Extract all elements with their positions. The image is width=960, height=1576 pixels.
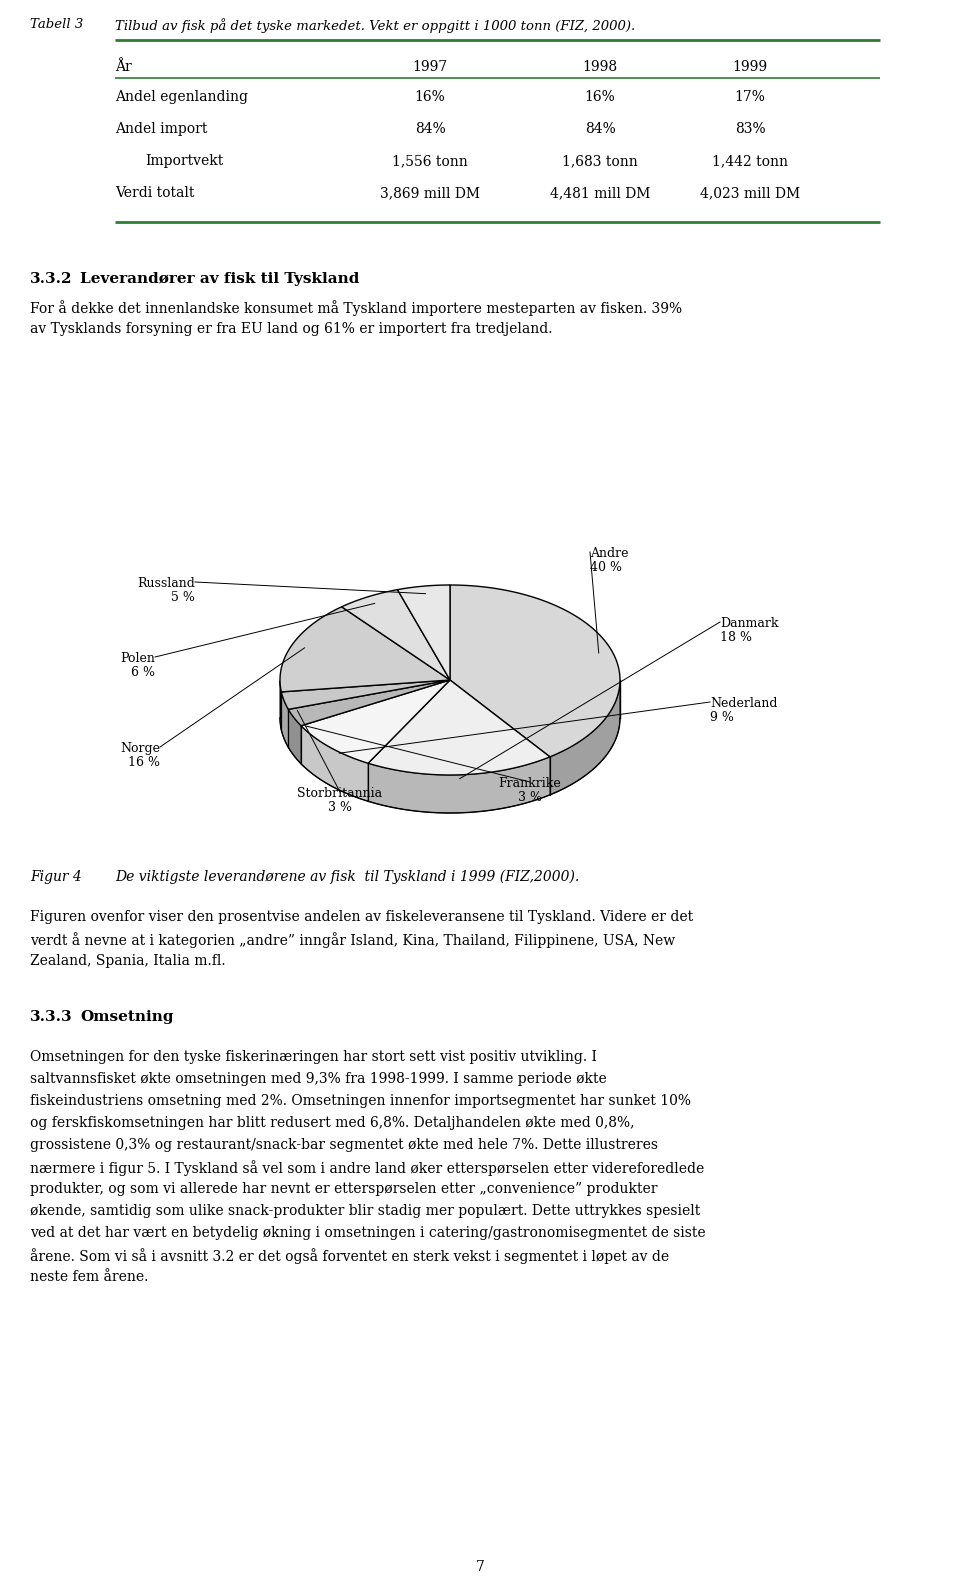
Text: 18 %: 18 %: [720, 630, 752, 645]
Text: 16 %: 16 %: [128, 756, 160, 769]
Text: 83%: 83%: [734, 121, 765, 136]
Text: 3.3.2: 3.3.2: [30, 273, 73, 285]
Polygon shape: [288, 709, 301, 764]
Text: 4,481 mill DM: 4,481 mill DM: [550, 186, 650, 200]
Polygon shape: [397, 585, 450, 679]
Text: 84%: 84%: [415, 121, 445, 136]
Text: 16%: 16%: [415, 90, 445, 104]
Text: 3 %: 3 %: [328, 801, 352, 813]
Text: Importvekt: Importvekt: [145, 154, 224, 169]
Polygon shape: [342, 589, 450, 679]
Polygon shape: [301, 727, 368, 801]
Text: økende, samtidig som ulike snack-produkter blir stadig mer populært. Dette uttry: økende, samtidig som ulike snack-produkt…: [30, 1204, 700, 1218]
Text: verdt å nevne at i kategorien „andre” inngår Island, Kina, Thailand, Filippinene: verdt å nevne at i kategorien „andre” in…: [30, 931, 675, 947]
Text: 6 %: 6 %: [131, 667, 155, 679]
Text: nærmere i figur 5. I Tyskland så vel som i andre land øker etterspørselen etter : nærmere i figur 5. I Tyskland så vel som…: [30, 1160, 705, 1176]
Text: Omsetning: Omsetning: [80, 1010, 174, 1024]
Text: produkter, og som vi allerede har nevnt er etterspørselen etter „convenience” pr: produkter, og som vi allerede har nevnt …: [30, 1182, 658, 1196]
Text: årene. Som vi så i avsnitt 3.2 er det også forventet en sterk vekst i segmentet : årene. Som vi så i avsnitt 3.2 er det og…: [30, 1248, 669, 1264]
Polygon shape: [280, 607, 450, 692]
Text: 4,023 mill DM: 4,023 mill DM: [700, 186, 800, 200]
Polygon shape: [368, 756, 550, 813]
Text: 1997: 1997: [413, 60, 447, 74]
Text: 3,869 mill DM: 3,869 mill DM: [380, 186, 480, 200]
Text: 3.3.3: 3.3.3: [30, 1010, 73, 1024]
Text: 3 %: 3 %: [518, 791, 542, 804]
Text: Andel egenlanding: Andel egenlanding: [115, 90, 248, 104]
Text: Andel import: Andel import: [115, 121, 207, 136]
Text: Andre: Andre: [590, 547, 629, 559]
Text: grossistene 0,3% og restaurant/snack-bar segmentet økte med hele 7%. Dette illus: grossistene 0,3% og restaurant/snack-bar…: [30, 1138, 658, 1152]
Polygon shape: [281, 692, 288, 747]
Text: Tabell 3: Tabell 3: [30, 17, 84, 32]
Text: fiskeindustriens omsetning med 2%. Omsetningen innenfor importsegmentet har sunk: fiskeindustriens omsetning med 2%. Omset…: [30, 1094, 691, 1108]
Polygon shape: [550, 682, 620, 794]
Text: 1999: 1999: [732, 60, 768, 74]
Text: 7: 7: [475, 1560, 485, 1574]
Text: Storbritannia: Storbritannia: [298, 786, 383, 801]
Text: Danmark: Danmark: [720, 616, 779, 630]
Text: 1998: 1998: [583, 60, 617, 74]
Text: 1,683 tonn: 1,683 tonn: [563, 154, 637, 169]
Text: 1,442 tonn: 1,442 tonn: [712, 154, 788, 169]
Text: Polen: Polen: [120, 652, 155, 665]
Text: 9 %: 9 %: [710, 711, 733, 723]
Text: Zealand, Spania, Italia m.fl.: Zealand, Spania, Italia m.fl.: [30, 953, 226, 968]
Text: Figur 4: Figur 4: [30, 870, 82, 884]
Polygon shape: [450, 585, 620, 756]
Polygon shape: [280, 681, 281, 730]
Text: ved at det har vært en betydelig økning i omsetningen i catering/gastronomisegme: ved at det har vært en betydelig økning …: [30, 1226, 706, 1240]
Polygon shape: [281, 679, 450, 709]
Text: Tilbud av fisk på det tyske markedet. Vekt er oppgitt i 1000 tonn (FIZ, 2000).: Tilbud av fisk på det tyske markedet. Ve…: [115, 17, 636, 33]
Text: Leverandører av fisk til Tyskland: Leverandører av fisk til Tyskland: [80, 273, 359, 285]
Text: Figuren ovenfor viser den prosentvise andelen av fiskeleveransene til Tyskland. : Figuren ovenfor viser den prosentvise an…: [30, 909, 693, 924]
Text: 40 %: 40 %: [590, 561, 622, 574]
Text: Frankrike: Frankrike: [498, 777, 562, 790]
Text: 84%: 84%: [585, 121, 615, 136]
Text: De viktigste leverandørene av fisk  til Tyskland i 1999 (FIZ,2000).: De viktigste leverandørene av fisk til T…: [115, 870, 579, 884]
Polygon shape: [301, 679, 450, 763]
Text: For å dekke det innenlandske konsumet må Tyskland importere mesteparten av fiske: For å dekke det innenlandske konsumet må…: [30, 299, 683, 336]
Text: Norge: Norge: [120, 742, 160, 755]
Text: År: År: [115, 60, 132, 74]
Text: neste fem årene.: neste fem årene.: [30, 1270, 149, 1284]
Text: 16%: 16%: [585, 90, 615, 104]
Text: 5 %: 5 %: [171, 591, 195, 604]
Text: Russland: Russland: [137, 577, 195, 589]
Text: og ferskfiskomsetningen har blitt redusert med 6,8%. Detaljhandelen økte med 0,8: og ferskfiskomsetningen har blitt reduse…: [30, 1116, 635, 1130]
Text: Verdi totalt: Verdi totalt: [115, 186, 194, 200]
Polygon shape: [288, 679, 450, 727]
Text: Nederland: Nederland: [710, 697, 778, 711]
Text: 17%: 17%: [734, 90, 765, 104]
Text: 1,556 tonn: 1,556 tonn: [392, 154, 468, 169]
Text: Omsetningen for den tyske fiskerinæringen har stort sett vist positiv utvikling.: Omsetningen for den tyske fiskerinæringe…: [30, 1050, 597, 1064]
Polygon shape: [368, 679, 550, 775]
Text: saltvannsfisket økte omsetningen med 9,3% fra 1998-1999. I samme periode økte: saltvannsfisket økte omsetningen med 9,3…: [30, 1072, 607, 1086]
